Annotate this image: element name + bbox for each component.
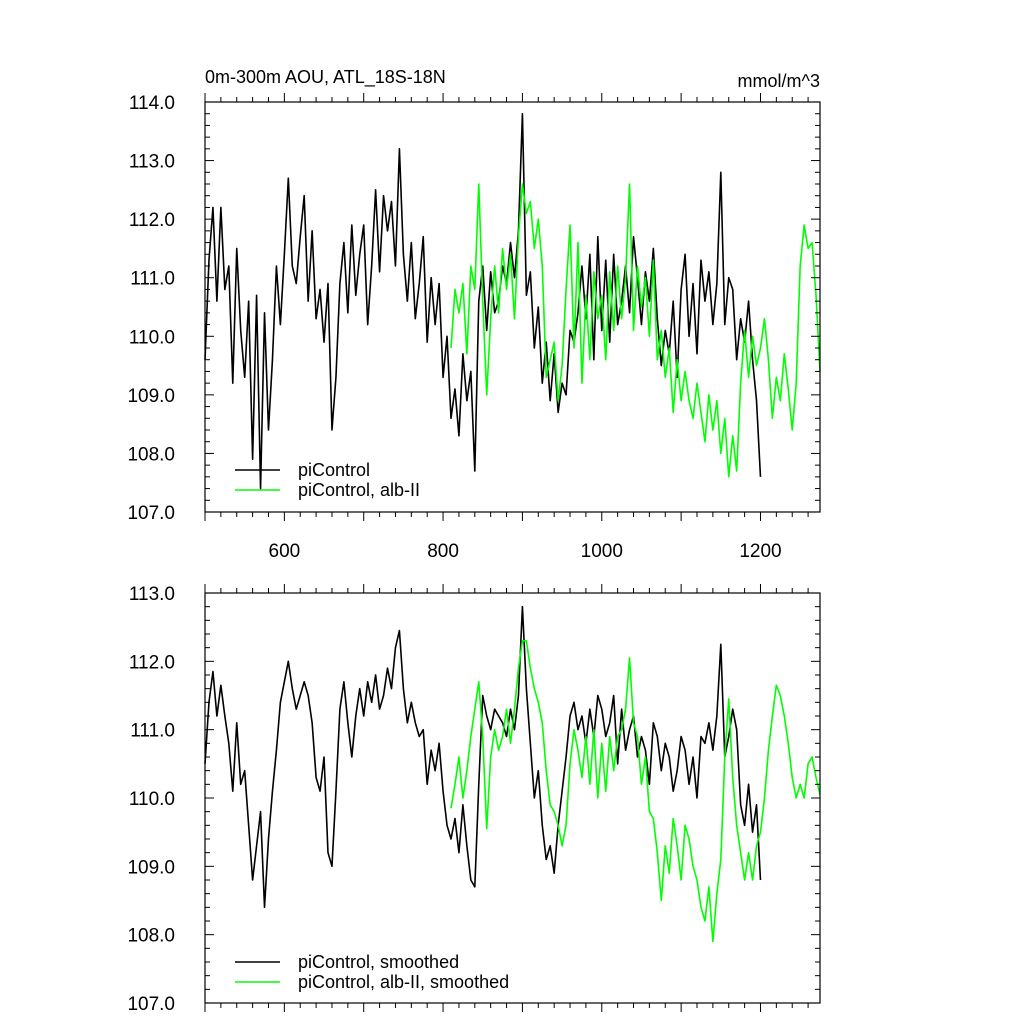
- x-tick-label: 1200: [739, 541, 781, 562]
- x-tick-label: 600: [269, 541, 301, 562]
- y-tick-label: 108.0: [127, 926, 175, 947]
- legend-label: piControl: [298, 460, 370, 480]
- legend-label: piControl, smoothed: [298, 952, 459, 972]
- y-tick-label: 107.0: [127, 994, 175, 1015]
- y-tick-label: 108.0: [127, 444, 175, 465]
- chart-title: 0m-300m AOU, ATL_18S-18N: [205, 67, 446, 88]
- plot-frame: [204, 101, 821, 513]
- y-tick-label: 113.0: [129, 152, 175, 173]
- legend-label: piControl, alb-II: [298, 480, 420, 500]
- top-chart-panel: 107.0 108.0 109.0 110.0 111.0 112.0 113.0 114.0…: [127, 93, 821, 562]
- y-tick-label: 109.0: [127, 386, 175, 407]
- bottom-chart-panel: 107.0 108.0 109.0 110.0 111.0 112.0 113.0 piCon…: [127, 584, 821, 1015]
- series-line-1: [204, 605, 762, 909]
- x-tick-label: 1000: [581, 541, 623, 562]
- y-tick-label: 107.0: [127, 503, 175, 524]
- legend-label: piControl, alb-II, smoothed: [298, 972, 509, 992]
- y-tick-label: 112.0: [129, 652, 175, 673]
- y-tick-label: 113.0: [129, 584, 175, 605]
- series-line-2: [450, 183, 821, 478]
- y-tick-label: 110.0: [129, 789, 175, 810]
- y-tick-label: 110.0: [129, 327, 175, 348]
- plot-frame: [204, 592, 821, 1004]
- series-line-1: [204, 112, 762, 490]
- y-tick-label: 111.0: [130, 269, 175, 290]
- y-tick-label: 114.0: [129, 93, 175, 114]
- y-tick-label: 109.0: [127, 857, 175, 878]
- x-tick-label: 800: [427, 541, 459, 562]
- unit-label: mmol/m^3: [738, 71, 820, 91]
- y-tick-label: 112.0: [129, 210, 175, 231]
- y-tick-label: 111.0: [130, 721, 175, 742]
- series-line-2: [450, 640, 821, 943]
